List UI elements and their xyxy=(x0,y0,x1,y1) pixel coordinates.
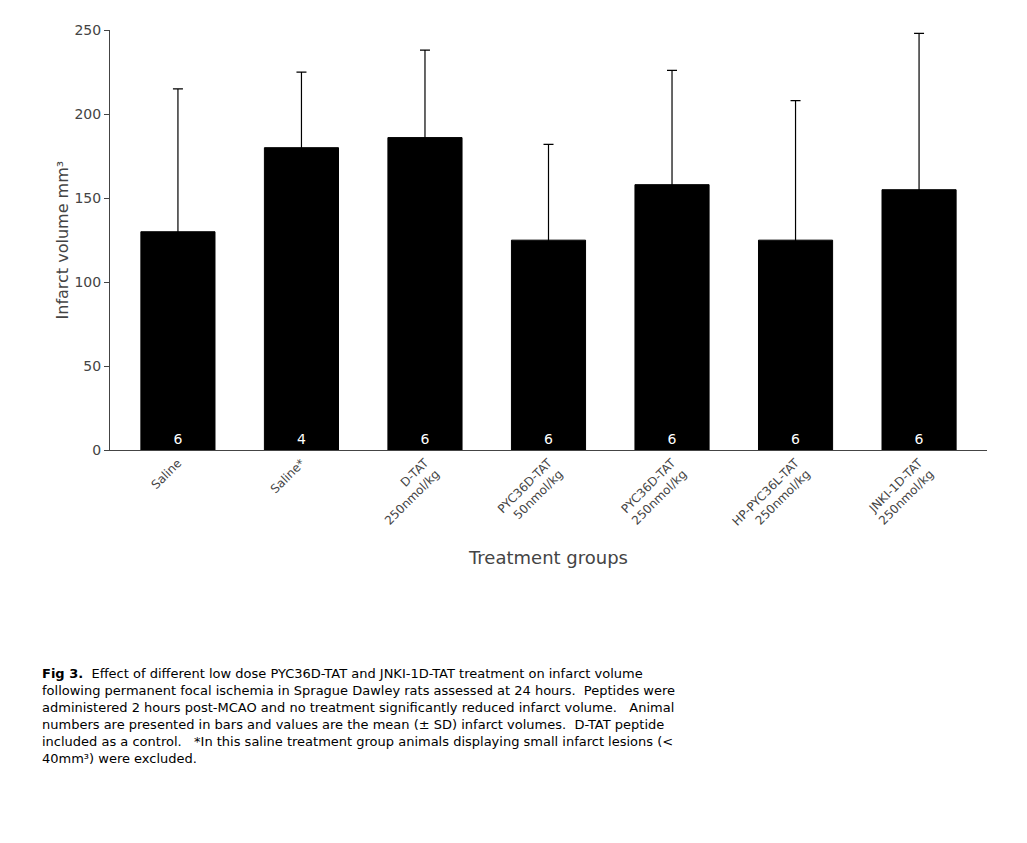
svg-text:6: 6 xyxy=(173,431,182,447)
svg-text:4: 4 xyxy=(297,431,306,447)
svg-text:6: 6 xyxy=(791,431,800,447)
svg-text:100: 100 xyxy=(74,274,101,290)
svg-text:6: 6 xyxy=(544,431,553,447)
svg-text:6: 6 xyxy=(915,431,924,447)
svg-text:Fig 3. Effect of different lo: Fig 3. Effect of different low dose PYC3… xyxy=(42,666,675,766)
svg-text:Infarct volume mm³: Infarct volume mm³ xyxy=(53,161,72,320)
svg-text:50: 50 xyxy=(83,358,101,374)
svg-text:150: 150 xyxy=(74,190,101,206)
svg-text:JNKI-1D-TAT250nmol/kg: JNKI-1D-TAT250nmol/kg xyxy=(865,456,937,528)
svg-text:Treatment groups: Treatment groups xyxy=(468,547,628,568)
svg-text:200: 200 xyxy=(74,106,101,122)
svg-text:Saline*: Saline* xyxy=(268,456,308,496)
svg-text:PYC36D-TAT50nmol/kg: PYC36D-TAT50nmol/kg xyxy=(495,456,566,527)
svg-text:6: 6 xyxy=(420,431,429,447)
svg-text:250: 250 xyxy=(74,22,101,38)
svg-text:D-TAT250nmol/kg: D-TAT250nmol/kg xyxy=(371,456,443,528)
svg-text:Saline: Saline xyxy=(148,456,184,492)
svg-text:6: 6 xyxy=(668,431,677,447)
svg-text:0: 0 xyxy=(92,442,101,458)
svg-text:HP-PYC36L-TAT250nmol/kg: HP-PYC36L-TAT250nmol/kg xyxy=(730,456,814,540)
svg-text:PYC36D-TAT250nmol/kg: PYC36D-TAT250nmol/kg xyxy=(618,456,690,528)
